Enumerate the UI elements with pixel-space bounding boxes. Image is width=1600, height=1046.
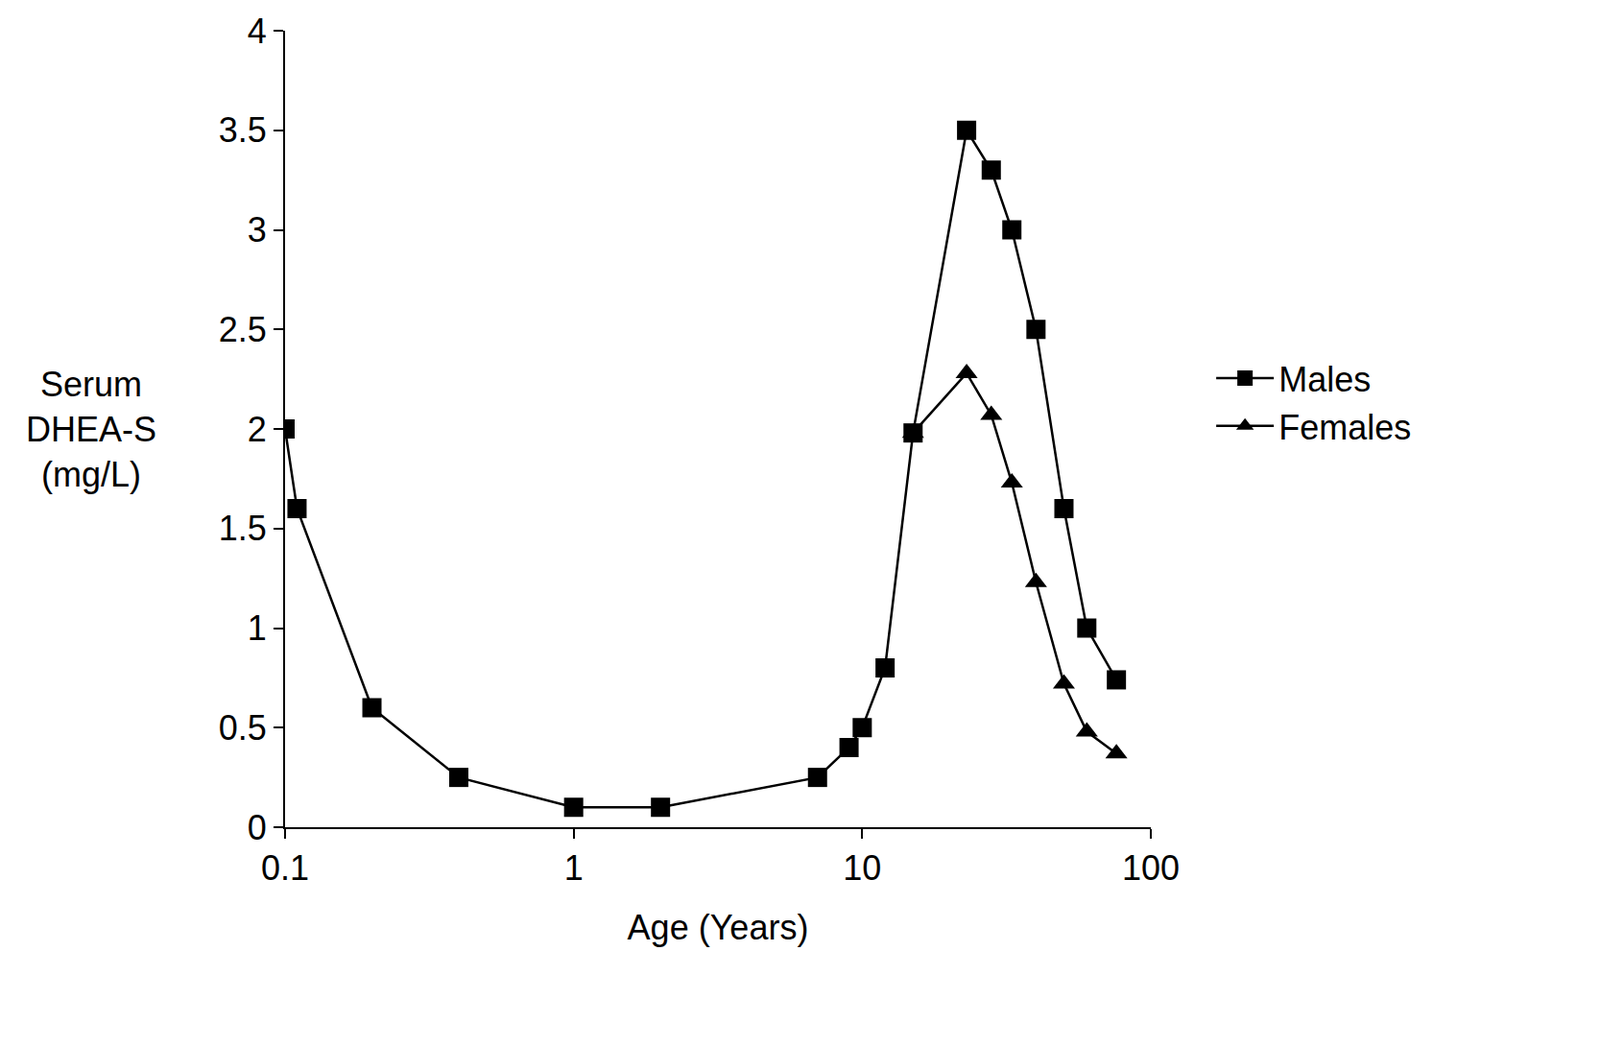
svg-text:Females: Females — [1278, 407, 1411, 448]
svg-text:1.5: 1.5 — [218, 508, 267, 549]
svg-text:0.1: 0.1 — [261, 848, 310, 888]
svg-text:4: 4 — [247, 11, 267, 51]
svg-text:3: 3 — [247, 210, 267, 250]
svg-text:Males: Males — [1278, 359, 1371, 400]
svg-text:Age (Years): Age (Years) — [627, 907, 810, 948]
svg-text:SerumDHEA-S(mg/L): SerumDHEA-S(mg/L) — [25, 364, 157, 495]
svg-text:0.5: 0.5 — [218, 708, 267, 748]
svg-text:1: 1 — [247, 608, 267, 648]
svg-text:2.5: 2.5 — [218, 310, 267, 350]
svg-text:0: 0 — [247, 808, 267, 848]
svg-text:3.5: 3.5 — [218, 110, 267, 150]
svg-text:100: 100 — [1122, 848, 1180, 888]
svg-text:1: 1 — [564, 848, 584, 888]
svg-text:2: 2 — [247, 409, 267, 450]
svg-text:10: 10 — [842, 848, 882, 888]
